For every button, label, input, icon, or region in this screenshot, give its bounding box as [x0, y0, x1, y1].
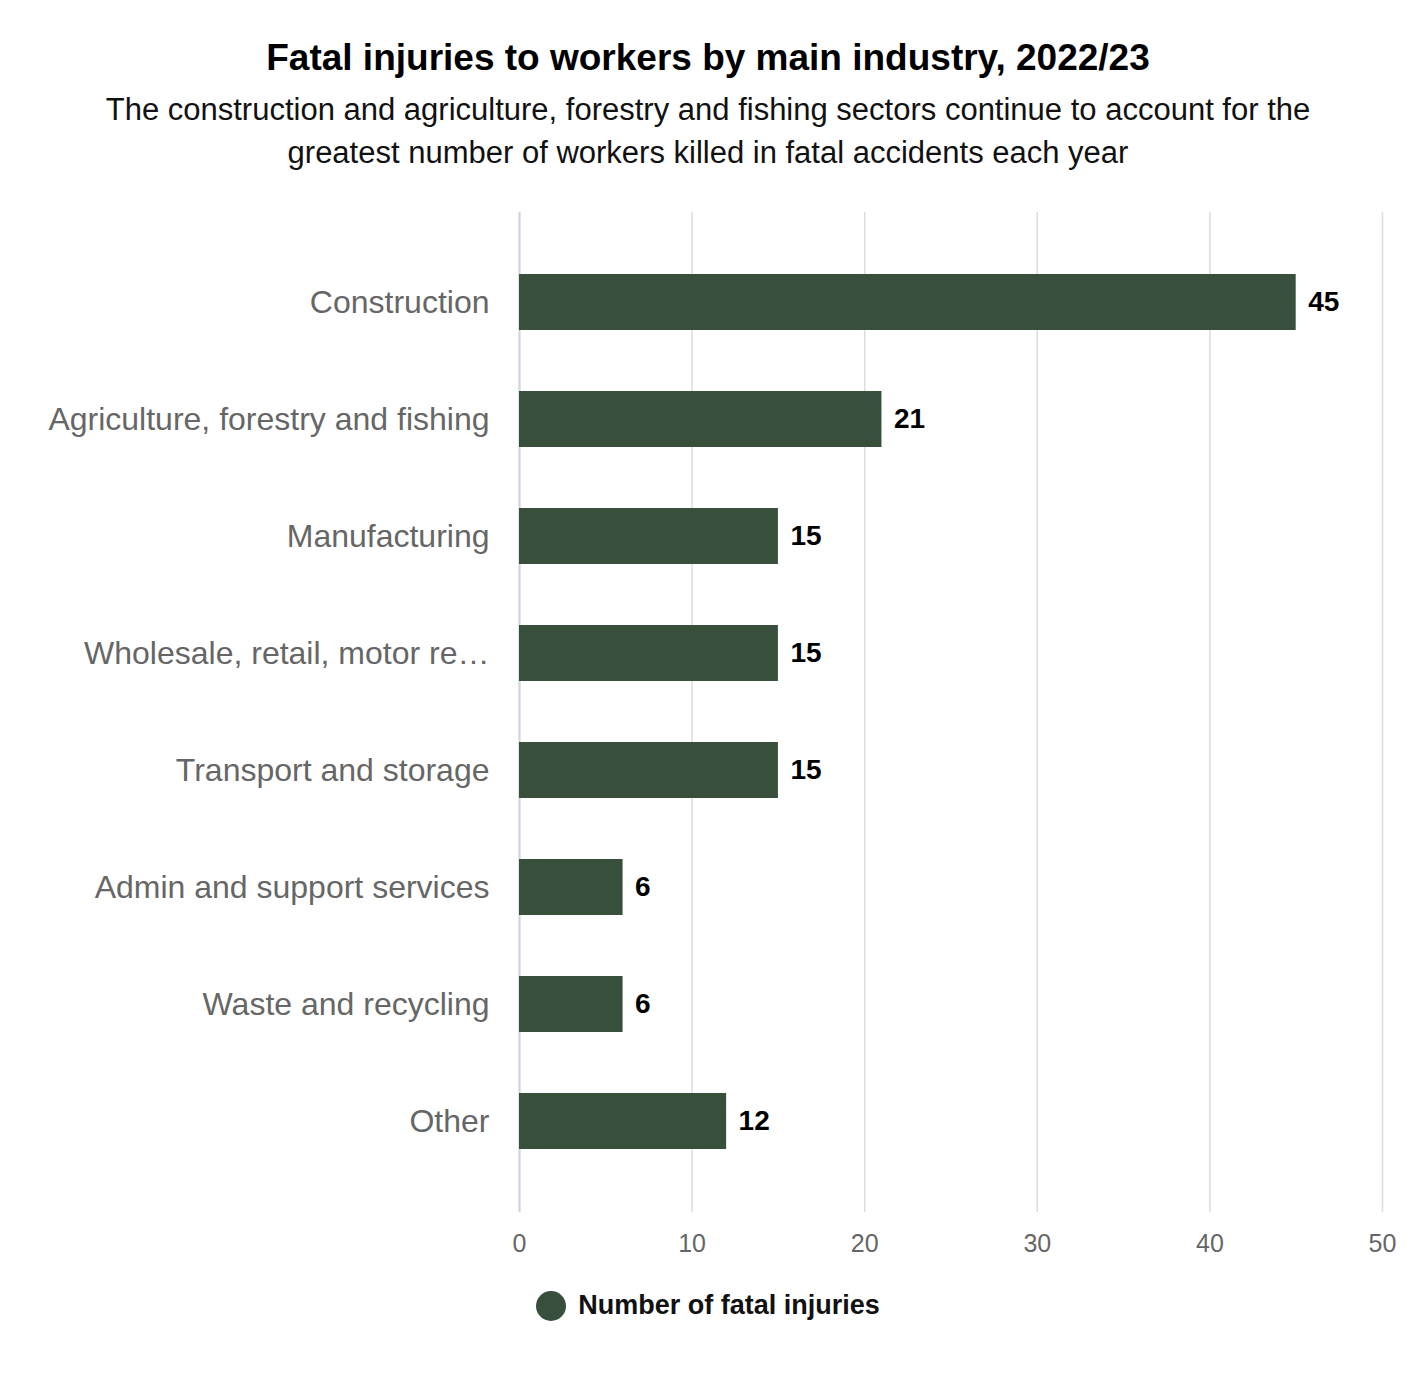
svg-text:Admin and support services: Admin and support services [95, 869, 490, 905]
html-text:The construction and agricultu: The construction and agriculture, forest… [105, 92, 1311, 170]
svg-text:30: 30 [1023, 1229, 1051, 1257]
svg-text:Waste and recycling: Waste and recycling [203, 986, 490, 1022]
svg-text:50: 50 [1369, 1229, 1397, 1257]
svg-text:15: 15 [790, 520, 821, 551]
svg-text:Agriculture, forestry and fish: Agriculture, forestry and fishing [48, 401, 489, 437]
svg-text:40: 40 [1196, 1229, 1224, 1257]
svg-text:6: 6 [635, 988, 651, 1019]
svg-text:45: 45 [1308, 286, 1339, 317]
svg-text:12: 12 [739, 1105, 770, 1136]
svg-text:15: 15 [790, 754, 821, 785]
svg-text:Transport and storage: Transport and storage [176, 752, 490, 788]
svg-text:0: 0 [513, 1229, 527, 1257]
svg-text:Other: Other [409, 1103, 489, 1139]
html-text:Number of fatal injuries: Number of fatal injuries [578, 1290, 880, 1320]
svg-text:21: 21 [894, 403, 925, 434]
svg-text:15: 15 [790, 637, 821, 668]
svg-text:Construction: Construction [310, 284, 490, 320]
svg-text:6: 6 [635, 871, 651, 902]
svg-text:10: 10 [678, 1229, 706, 1257]
svg-text:Wholesale, retail, motor re…: Wholesale, retail, motor re… [84, 635, 489, 671]
svg-text:20: 20 [851, 1229, 879, 1257]
svg-text:Manufacturing: Manufacturing [287, 518, 490, 554]
html-text:Fatal injuries to workers by m: Fatal injuries to workers by main indust… [266, 37, 1150, 78]
